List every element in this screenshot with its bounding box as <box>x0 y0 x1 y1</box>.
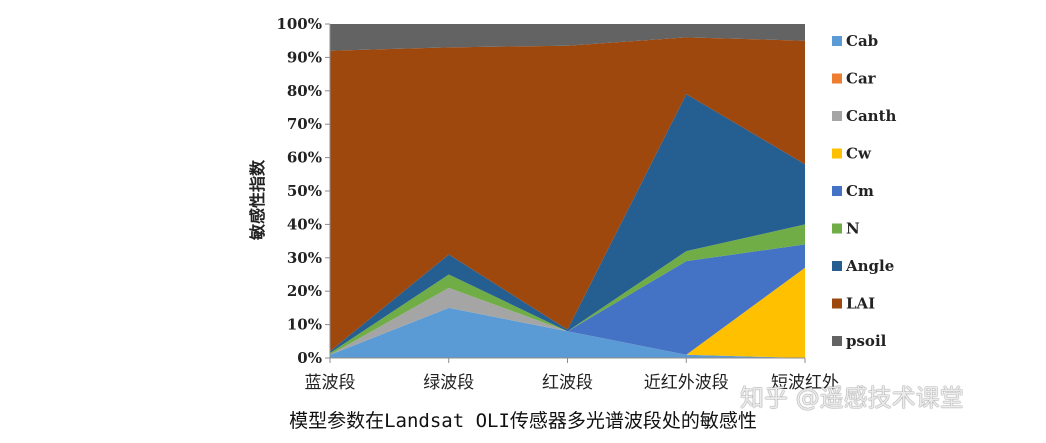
area-psoil <box>330 24 805 51</box>
y-tick-label: 90% <box>287 48 322 66</box>
legend-label-lai: LAI <box>846 295 875 313</box>
area-cm <box>330 244 805 355</box>
legend-swatch-canth <box>832 111 842 121</box>
legend-label-cw: Cw <box>846 145 872 163</box>
legend-label-cm: Cm <box>846 182 874 200</box>
x-tick-label: 红波段 <box>542 373 593 393</box>
area-cab <box>330 307 805 358</box>
legend-label-canth: Canth <box>846 107 896 125</box>
legend-swatch-cab <box>832 36 842 46</box>
y-tick-label: 40% <box>287 215 322 233</box>
x-tick-label: 绿波段 <box>423 373 474 393</box>
area-series-group <box>330 24 805 358</box>
y-tick-label: 20% <box>287 282 322 300</box>
area-angle <box>330 94 805 353</box>
legend-swatch-psoil <box>832 336 842 346</box>
legend-label-car: Car <box>846 70 877 88</box>
legend-label-psoil: psoil <box>846 332 887 350</box>
legend-swatch-car <box>832 73 842 84</box>
x-axis: 蓝波段 绿波段 红波段 近红外波段 短波红外 <box>305 357 839 393</box>
y-tick-label: 100% <box>276 15 322 33</box>
y-tick-label: 50% <box>287 182 322 200</box>
legend-label-cab: Cab <box>846 32 878 50</box>
area-canth <box>330 287 805 358</box>
y-tick-label: 0% <box>297 349 322 367</box>
x-tick-label: 近红外波段 <box>644 373 729 393</box>
legend-swatch-lai <box>832 298 842 309</box>
y-axis: 0% 10% 20% 30% 40% 50% 60% 70% 80% 90% 100% <box>276 15 331 367</box>
legend: Cab Car Canth Cw Cm N Angle LAI psoil <box>832 32 896 350</box>
area-n <box>330 224 805 355</box>
watermark: 知乎 @遥感技术课堂 <box>740 384 964 412</box>
y-tick-label: 70% <box>287 115 322 133</box>
area-cw <box>330 267 805 358</box>
legend-swatch-angle <box>832 261 842 271</box>
x-tick-label: 短波红外 <box>771 373 839 393</box>
legend-label-angle: Angle <box>845 257 894 275</box>
x-tick-label: 蓝波段 <box>305 373 356 393</box>
figure-caption: 模型参数在Landsat OLI传感器多光谱波段处的敏感性 <box>289 410 757 432</box>
y-tick-label: 10% <box>287 316 322 334</box>
area-lai <box>330 37 805 352</box>
legend-label-n: N <box>846 220 860 238</box>
legend-swatch-cw <box>832 148 842 159</box>
y-tick-label: 30% <box>287 249 322 267</box>
y-tick-label: 60% <box>287 149 322 167</box>
legend-swatch-n <box>832 223 842 234</box>
y-tick-label: 80% <box>287 82 322 100</box>
y-axis-label: 敏感性指数 <box>248 159 267 241</box>
legend-swatch-cm <box>832 186 842 196</box>
